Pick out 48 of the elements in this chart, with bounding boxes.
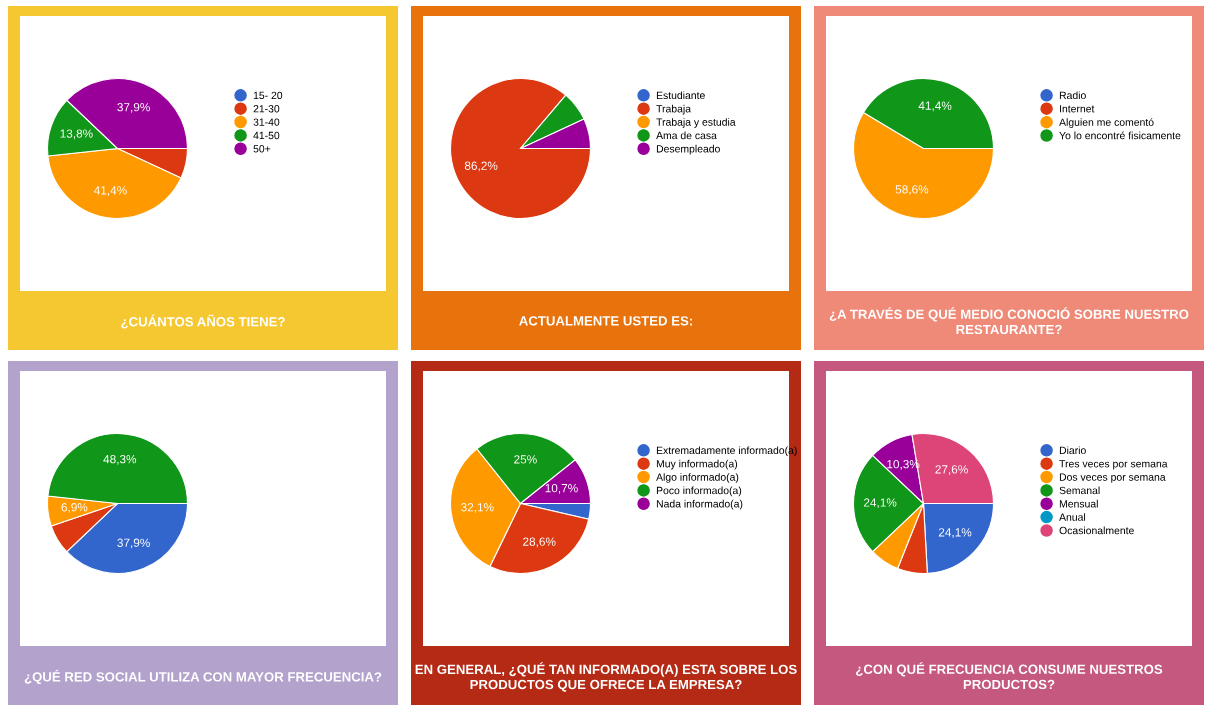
data-label: 28,6% — [523, 537, 556, 548]
legend-label: Diario — [1059, 446, 1086, 455]
data-label: 13,8% — [60, 129, 93, 140]
data-label: 37,9% — [117, 103, 150, 113]
data-label: 41,4% — [918, 101, 952, 112]
legend-label: 15- 20 — [253, 91, 283, 100]
data-label: 10,7% — [545, 483, 578, 494]
legend-label: 50+ — [253, 145, 271, 153]
data-label: 86,2% — [464, 161, 498, 172]
legend-label: Ocasionalmente — [1059, 526, 1134, 535]
legend-label: Desempleado — [656, 144, 720, 155]
pie-slice — [449, 77, 592, 220]
legend-label: Estudiante — [656, 91, 705, 100]
legend-label: Muy informado(a) — [656, 459, 738, 470]
legend-label: Internet — [1060, 105, 1095, 113]
legend-label: Trabaja — [656, 104, 692, 115]
legend-label: Radio — [1059, 91, 1086, 100]
data-label: 24,1% — [863, 498, 897, 509]
data-label: 48,3% — [103, 454, 137, 465]
legend-label: Semanal — [1059, 486, 1100, 495]
legend-label: Alguien me comentó — [1059, 118, 1154, 128]
legend-label: Dos veces por semana — [1059, 473, 1166, 483]
legend-label: Nada informado(a) — [656, 499, 743, 510]
data-label: 58,6% — [895, 185, 929, 195]
legend-label: Ama de casa — [656, 131, 717, 140]
data-label: 24,1% — [938, 528, 972, 538]
data-label: 41,4% — [93, 186, 127, 196]
data-label: 6,9% — [61, 503, 88, 513]
text: ¿CON QUÉ FRECUENCIA CONSUME NUESTROS PRODUCTOS? — [856, 662, 1163, 690]
legend-label: Anual — [1059, 513, 1086, 521]
legend-label: Yo lo encontré fisicamente — [1059, 131, 1181, 140]
data-label: 27,6% — [935, 465, 968, 475]
data-label: 25% — [514, 455, 537, 464]
text: ACTUALMENTE USTED ES: — [519, 316, 692, 326]
legend-label: Poco informado(a) — [656, 486, 742, 497]
text: EN GENERAL, ¿QUÉ TAN INFORMADO(A) ESTA SOBRE LOS PRODUCTOS QUE OFRECE LA EMPRESA? — [415, 662, 797, 692]
legend-label: 41-50 — [253, 131, 280, 140]
text: ¿CUÁNTOS AÑOS TIENE? — [121, 314, 285, 329]
legend-label: Algo informado(a) — [656, 473, 739, 483]
text: ¿A TRAVÉS DE QUÉ MEDIO CONOCIÓ SOBRE NUESTRO RESTAURANTE? — [829, 307, 1189, 335]
text: ¿QUÉ RED SOCIAL UTILIZA CON MAYOR FRECUENCIA? — [24, 669, 382, 684]
legend-label: 31-40 — [253, 118, 280, 126]
data-label: 37,9% — [117, 538, 150, 549]
legend-label: Mensual — [1059, 499, 1098, 508]
data-label: 32,1% — [461, 503, 494, 513]
legend-label: 21-30 — [253, 105, 280, 113]
legend-label: Tres veces por semana — [1059, 460, 1168, 470]
legend-label: Trabaja y estudia — [656, 118, 736, 128]
